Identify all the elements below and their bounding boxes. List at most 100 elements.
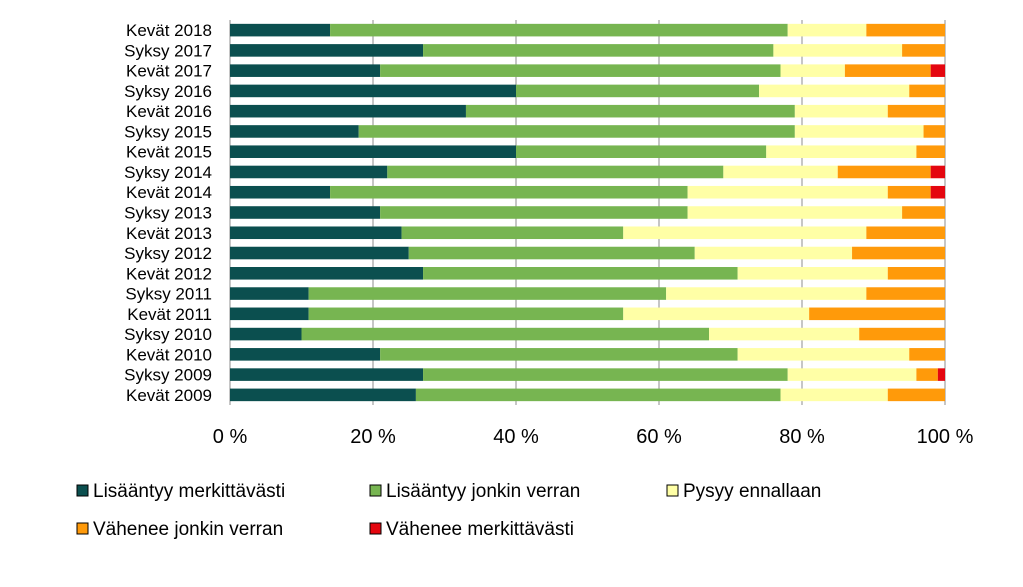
bar-segment <box>423 267 738 280</box>
bar-segment <box>230 348 381 361</box>
bar-segment <box>230 246 409 260</box>
x-tick-label: 0 % <box>213 426 248 448</box>
bar-segment <box>930 64 945 77</box>
legend-swatch <box>666 484 679 497</box>
bar-segment <box>787 23 867 37</box>
category-label: Syksy 2010 <box>124 325 212 344</box>
bar-segment <box>694 246 853 260</box>
bar-segment <box>766 145 917 158</box>
category-label: Kevät 2014 <box>126 183 212 202</box>
category-label: Syksy 2016 <box>124 82 212 101</box>
x-tick-label: 100 % <box>917 426 974 448</box>
bar-segment <box>380 348 738 361</box>
bar-segment <box>230 267 424 280</box>
bar-segment <box>866 226 945 240</box>
bar-segment <box>230 226 402 240</box>
bar-segment <box>301 327 710 341</box>
bar-segment <box>230 145 516 158</box>
bar-segment <box>887 104 945 118</box>
bar-segment <box>423 368 788 381</box>
bar-segment <box>387 165 724 179</box>
bar-segment <box>623 307 810 321</box>
bar-segment <box>230 104 466 118</box>
bar-segment <box>759 84 910 98</box>
bar-segment <box>866 23 945 37</box>
bar-segment <box>773 44 903 57</box>
bar-segment <box>916 145 945 158</box>
bar-segment <box>308 307 624 321</box>
bar-segment <box>780 388 888 402</box>
category-label: Kevät 2010 <box>126 345 212 364</box>
bar-segment <box>230 368 424 381</box>
bar-segment <box>837 165 931 179</box>
bar-segment <box>787 368 917 381</box>
category-label: Kevät 2011 <box>127 305 212 324</box>
bar-segment <box>423 44 774 57</box>
bar-segment <box>887 185 931 199</box>
bar-segment <box>809 307 945 321</box>
category-label: Syksy 2013 <box>124 204 212 223</box>
bar-segment <box>230 206 381 219</box>
legend-label: Vähenee merkittävästi <box>386 519 574 540</box>
bar-segment <box>230 23 331 37</box>
bar-segment <box>230 185 331 199</box>
bar-segment <box>330 23 788 37</box>
bar-segment <box>737 348 910 361</box>
legend-label: Pysyy ennallaan <box>683 481 821 502</box>
bar-segment <box>230 388 416 402</box>
category-label: Kevät 2013 <box>126 224 212 243</box>
bar-segment <box>902 44 945 57</box>
category-label: Syksy 2011 <box>125 285 212 304</box>
legend-swatch <box>76 484 89 497</box>
category-label: Kevät 2018 <box>126 21 212 40</box>
bar-segment <box>902 206 945 219</box>
category-label: Kevät 2016 <box>126 102 212 121</box>
bar-segment <box>859 327 945 341</box>
category-label: Kevät 2012 <box>126 264 212 283</box>
bar-segment <box>887 388 945 402</box>
bar-segment <box>401 226 624 240</box>
bar-segment <box>852 246 945 260</box>
bar-segment <box>916 368 938 381</box>
legend-swatch <box>369 522 382 535</box>
bar-segment <box>687 206 903 219</box>
bar-segment <box>408 246 695 260</box>
bar-segment <box>844 64 931 77</box>
bar-segment <box>923 125 945 138</box>
bar-segment <box>230 64 381 77</box>
x-tick-label: 20 % <box>350 426 396 448</box>
bar-segment <box>709 327 860 341</box>
bar-segment <box>230 125 359 138</box>
bar-segment <box>909 84 945 98</box>
bar-segment <box>866 287 945 300</box>
legend-label: Vähenee jonkin verran <box>93 519 283 540</box>
bar-segment <box>380 206 688 219</box>
bar-segment <box>723 165 838 179</box>
bar-segment <box>687 185 888 199</box>
bar-segment <box>230 165 388 179</box>
bar-segment <box>230 84 516 98</box>
bar-segment <box>230 287 309 300</box>
bar-segment <box>930 165 945 179</box>
bar-segment <box>666 287 867 300</box>
bar-segment <box>794 104 888 118</box>
x-tick-label: 60 % <box>636 426 682 448</box>
legend-label: Lisääntyy merkittävästi <box>93 481 285 502</box>
bar-segment <box>930 185 945 199</box>
bar-segment <box>330 185 688 199</box>
bar-segment <box>358 125 795 138</box>
category-label: Syksy 2014 <box>124 163 212 182</box>
bar-segment <box>516 145 767 158</box>
bar-segment <box>380 64 781 77</box>
bar-segment <box>465 104 795 118</box>
bar-segment <box>230 44 424 57</box>
x-tick-label: 80 % <box>779 426 825 448</box>
category-label: Kevät 2017 <box>126 62 212 81</box>
bar-segment <box>780 64 845 77</box>
bar-segment <box>230 307 309 321</box>
category-label: Syksy 2009 <box>124 366 212 385</box>
x-tick-label: 40 % <box>493 426 539 448</box>
category-label: Kevät 2009 <box>126 386 212 405</box>
